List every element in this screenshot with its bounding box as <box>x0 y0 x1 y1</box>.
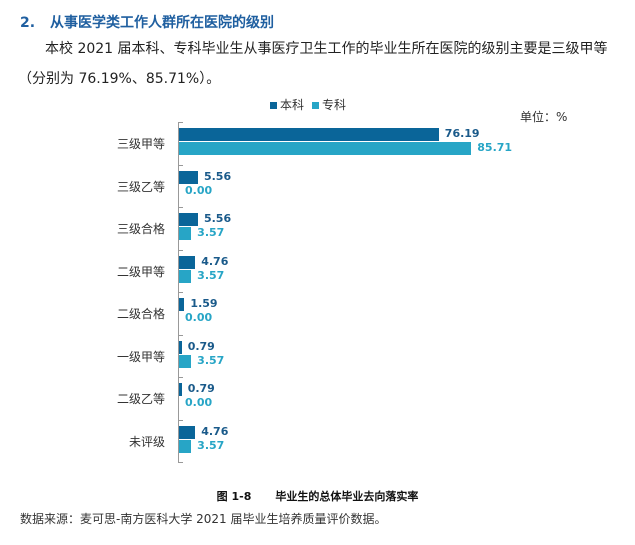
legend-swatch-icon <box>270 102 277 109</box>
category-label: 三级甲等 <box>116 137 165 151</box>
bar-benke <box>179 170 198 184</box>
value-label: 0.79 <box>187 339 215 353</box>
axis-tick <box>178 164 183 166</box>
value-label: 76.19 <box>444 127 480 140</box>
paragraph-line-2: （分别为 76.19%、85.71%）。 <box>18 71 221 87</box>
bar-benke <box>179 340 182 354</box>
axis-tick <box>178 207 183 208</box>
axis-tick <box>178 419 183 421</box>
legend-item-series1: 本科 <box>270 96 304 113</box>
category-label: 二级甲等 <box>116 264 165 279</box>
value-label: 0.00 <box>185 396 213 409</box>
section-title: 从事医学类工作人群所在医院的级别 <box>50 15 274 31</box>
bar-benke <box>179 298 185 311</box>
legend-label: 本科 <box>280 98 305 112</box>
section-number: 2. <box>20 15 36 31</box>
value-label: 1.59 <box>190 297 218 310</box>
value-label: 0.00 <box>185 311 213 324</box>
legend-label: 专科 <box>322 98 347 112</box>
axis-tick <box>178 377 183 378</box>
unit-label: 单位：% <box>520 110 568 124</box>
bar-zhuanke <box>179 354 192 368</box>
axis-tick <box>178 462 183 463</box>
bar-benke <box>179 383 182 396</box>
category-label: 一级甲等 <box>116 349 165 364</box>
bar-zhuanke <box>179 269 192 283</box>
category-label: 未评级 <box>128 434 165 449</box>
axis-tick <box>178 249 183 251</box>
axis-tick <box>178 334 183 336</box>
category-label: 二级乙等 <box>116 392 165 406</box>
value-label: 3.57 <box>197 353 225 367</box>
figure-title: 毕业生的总体毕业去向落实率 <box>275 490 419 503</box>
bar-zhuanke <box>179 439 192 453</box>
bar-zhuanke <box>179 227 192 240</box>
bar-benke <box>179 128 439 141</box>
value-label: 85.71 <box>477 141 513 154</box>
value-label: 4.76 <box>201 254 229 268</box>
paragraph-line-1: 本校 2021 届本科、专科毕业生从事医疗卫生工作的毕业生所在医院的级别主要是三… <box>45 41 608 57</box>
chart-legend: 本科 专科 <box>270 96 346 113</box>
value-label: 3.57 <box>197 268 225 282</box>
figure-number: 图 1-8 <box>216 490 252 503</box>
value-label: 0.79 <box>187 382 215 395</box>
bar-benke <box>179 213 198 226</box>
category-label: 三级乙等 <box>116 179 165 194</box>
figure-caption: 图 1-8 毕业生的总体毕业去向落实率 <box>0 488 635 504</box>
bar-benke <box>179 255 196 269</box>
section-heading: 2. 从事医学类工作人群所在医院的级别 <box>20 12 274 32</box>
bar-zhuanke <box>179 142 472 155</box>
category-label: 三级合格 <box>116 222 165 236</box>
value-label: 3.57 <box>197 438 225 452</box>
axis-tick <box>178 122 183 123</box>
legend-swatch-icon <box>312 102 320 109</box>
value-label: 5.56 <box>203 212 232 225</box>
category-label: 二级合格 <box>116 307 165 321</box>
data-source: 数据来源：麦可思-南方医科大学 2021 届毕业生培养质量评价数据。 <box>20 512 387 526</box>
axis-tick <box>178 292 183 293</box>
value-label: 0.00 <box>185 183 213 197</box>
value-label: 5.56 <box>203 169 232 183</box>
bar-benke <box>179 425 196 439</box>
value-label: 3.57 <box>197 226 225 239</box>
value-label: 4.76 <box>201 424 229 438</box>
legend-item-series2: 专科 <box>312 96 346 113</box>
